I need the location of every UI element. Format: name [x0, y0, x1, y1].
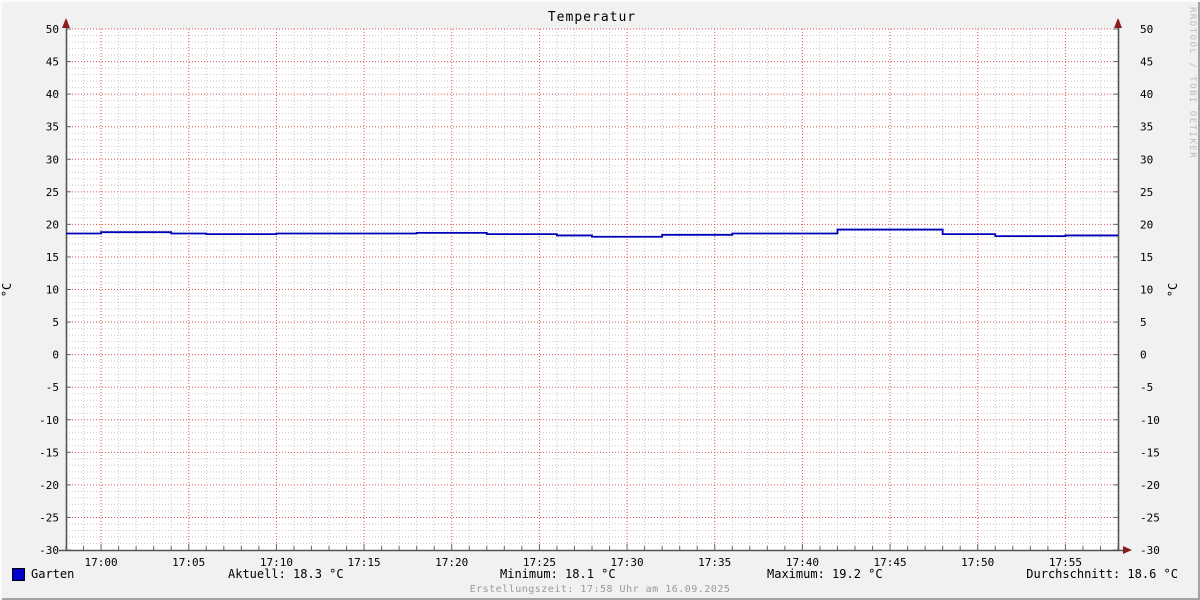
svg-text:50: 50	[46, 23, 59, 36]
svg-text:17:35: 17:35	[698, 556, 731, 569]
chart-title: Temperatur	[547, 10, 637, 25]
svg-text:45: 45	[46, 56, 59, 69]
svg-text:-20: -20	[1140, 479, 1160, 492]
svg-text:-30: -30	[1140, 544, 1160, 557]
svg-text:17:10: 17:10	[260, 556, 293, 569]
svg-text:30: 30	[1140, 153, 1153, 166]
svg-text:-15: -15	[1140, 446, 1160, 459]
stat-durchschnitt: Durchschnitt: 18.6 °C	[1026, 567, 1178, 581]
legend-row: Garten Aktuell: 18.3 °C Minimum: 18.1 °C…	[0, 567, 1200, 583]
legend-series-label: Garten	[31, 567, 75, 581]
svg-text:-25: -25	[39, 511, 59, 524]
svg-text:40: 40	[1140, 88, 1153, 101]
svg-text:-5: -5	[1140, 381, 1153, 394]
svg-text:0: 0	[52, 349, 59, 362]
svg-text:40: 40	[46, 88, 59, 101]
svg-text:-10: -10	[1140, 414, 1160, 427]
svg-text:-25: -25	[1140, 511, 1160, 524]
svg-text:17:40: 17:40	[786, 556, 819, 569]
stat-minimum: Minimum: 18.1 °C	[500, 567, 616, 581]
svg-text:45: 45	[1140, 56, 1153, 69]
svg-text:35: 35	[1140, 121, 1153, 134]
svg-text:17:55: 17:55	[1049, 556, 1082, 569]
svg-text:30: 30	[46, 153, 59, 166]
svg-text:-15: -15	[39, 446, 59, 459]
rrdtool-watermark: RRDTOOL / TOBI OETIKER	[1187, 7, 1197, 160]
svg-text:-30: -30	[39, 544, 59, 557]
svg-text:50: 50	[1140, 23, 1153, 36]
svg-text:-20: -20	[39, 479, 59, 492]
svg-text:17:30: 17:30	[611, 556, 644, 569]
y-axis-unit-right: °C	[1166, 282, 1181, 298]
svg-text:25: 25	[46, 186, 59, 199]
svg-text:20: 20	[46, 218, 59, 231]
svg-text:17:45: 17:45	[874, 556, 907, 569]
svg-text:35: 35	[46, 121, 59, 134]
svg-text:25: 25	[1140, 186, 1153, 199]
svg-text:17:00: 17:00	[85, 556, 118, 569]
svg-text:17:15: 17:15	[348, 556, 381, 569]
y-axis-unit-left: °C	[0, 282, 15, 298]
legend-swatch	[12, 568, 25, 581]
svg-text:17:50: 17:50	[961, 556, 994, 569]
svg-text:-5: -5	[46, 381, 59, 394]
svg-text:10: 10	[46, 284, 59, 297]
svg-text:20: 20	[1140, 218, 1153, 231]
svg-text:10: 10	[1140, 284, 1153, 297]
stat-aktuell: Aktuell: 18.3 °C	[228, 567, 344, 581]
svg-text:15: 15	[46, 251, 59, 264]
svg-text:17:25: 17:25	[523, 556, 556, 569]
creation-timestamp: Erstellungszeit: 17:58 Uhr am 16.09.2025	[469, 584, 731, 595]
svg-text:-10: -10	[39, 414, 59, 427]
svg-text:0: 0	[1140, 349, 1147, 362]
svg-text:15: 15	[1140, 251, 1153, 264]
svg-text:17:05: 17:05	[172, 556, 205, 569]
svg-text:17:20: 17:20	[435, 556, 468, 569]
svg-text:5: 5	[52, 316, 59, 329]
stat-maximum: Maximum: 19.2 °C	[767, 567, 883, 581]
svg-text:5: 5	[1140, 316, 1147, 329]
